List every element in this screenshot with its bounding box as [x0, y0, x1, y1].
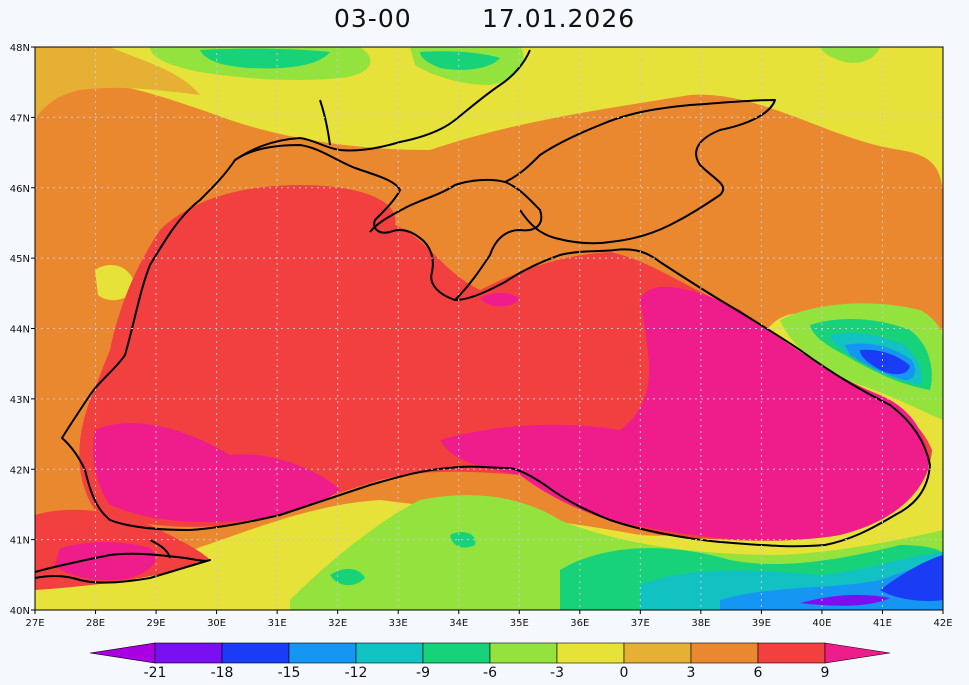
colorbar-label: -15 [278, 665, 301, 681]
field-magenta-south [93, 423, 340, 523]
field-darkblue-south [880, 555, 943, 601]
colorbar-segment [154, 642, 223, 664]
lon-tick-label: 36E [570, 618, 589, 629]
field-magenta-sw [55, 542, 156, 581]
colorbar-segment [355, 642, 424, 664]
coastline-north-shore [234, 49, 531, 161]
lon-tick-label: 37E [631, 618, 650, 629]
field-magenta-small [480, 292, 520, 307]
colorbar-segment [221, 642, 290, 664]
colorbar-label: -9 [416, 665, 430, 681]
title-time: 03-00 [334, 4, 412, 33]
lon-tick-label: 38E [691, 618, 710, 629]
colorbar-segment [422, 642, 491, 664]
field-green-south-patch [330, 568, 365, 586]
field-green-north3 [420, 51, 500, 70]
lon-tick-label: 28E [86, 618, 105, 629]
colorbar-label: -21 [144, 665, 167, 681]
field-green-ne [820, 47, 880, 63]
coastline-dnieper [319, 99, 331, 146]
lon-tick-label: 30E [207, 618, 226, 629]
lat-tick-label: 46N [10, 184, 30, 195]
grid-lines [35, 47, 943, 610]
lon-tick-label: 31E [268, 618, 287, 629]
lon-tick-label: 39E [752, 618, 771, 629]
field-darkblue-ne [860, 349, 910, 375]
lat-tick-label: 43N [10, 395, 30, 406]
colorbar-segment [556, 642, 625, 664]
lon-tick-label: 33E [389, 618, 408, 629]
lat-tick-label: 44N [10, 325, 30, 336]
lon-tick-label: 35E [510, 618, 529, 629]
lat-tick-label: 41N [10, 536, 30, 547]
lat-tick-label: 47N [10, 113, 30, 124]
lon-axis: 27E 28E 29E 30E 31E 32E 33E 34E 35E 36E 37E 38E 39E 4… [25, 610, 953, 629]
lat-tick-label: 40N [10, 606, 30, 617]
coastline-bosphorus [149, 539, 171, 559]
colorbar-label: -12 [345, 665, 368, 681]
coastline-black-sea [61, 144, 931, 548]
lat-axis: 40N 41N 42N 43N 44N 45N 46N 47N 48N [10, 43, 35, 617]
lon-tick-label: 40E [812, 618, 831, 629]
colorbar-label: 6 [754, 665, 763, 681]
colorbar-segment [489, 642, 558, 664]
title-date: 17.01.2026 [482, 4, 636, 33]
lat-tick-label: 42N [10, 465, 30, 476]
field-violet-south [800, 594, 890, 606]
colorbar-low-arrow [89, 642, 156, 664]
colorbar-high-arrow [824, 642, 891, 664]
lat-tick-label: 48N [10, 43, 30, 54]
colorbar-label: -6 [483, 665, 497, 681]
map-title: 03-00 17.01.2026 [0, 4, 969, 40]
colorbar-label: 9 [821, 665, 830, 681]
coastline-layer [35, 49, 931, 584]
field-yellow-patch-nw [95, 265, 135, 301]
colorbar: -21 -18 -15 -12 -9 -6 -3 0 3 6 9 [89, 642, 891, 681]
lon-tick-label: 34E [449, 618, 468, 629]
coastline-crimea [369, 178, 543, 301]
field-cyan-north [200, 48, 330, 69]
lat-tick-label: 45N [10, 254, 30, 265]
field-yellow-north [230, 74, 474, 122]
coastline-azov [504, 99, 776, 245]
colorbar-label: 3 [687, 665, 696, 681]
colorbar-segment [623, 642, 692, 664]
lon-tick-label: 27E [25, 618, 44, 629]
lon-tick-label: 41E [873, 618, 892, 629]
colorbar-segment [288, 642, 357, 664]
colorbar-label: -18 [211, 665, 234, 681]
field-magenta-central [440, 286, 929, 541]
field-layer [35, 47, 943, 610]
field-dark-orange-zone [35, 47, 200, 120]
lon-tick-label: 32E [328, 618, 347, 629]
colorbar-label: 0 [620, 665, 629, 681]
coastline-marmara [35, 552, 211, 584]
colorbar-label: -3 [550, 665, 564, 681]
lon-tick-label: 42E [933, 618, 952, 629]
colorbar-segment [690, 642, 759, 664]
lon-tick-label: 29E [147, 618, 166, 629]
colorbar-segment [757, 642, 826, 664]
